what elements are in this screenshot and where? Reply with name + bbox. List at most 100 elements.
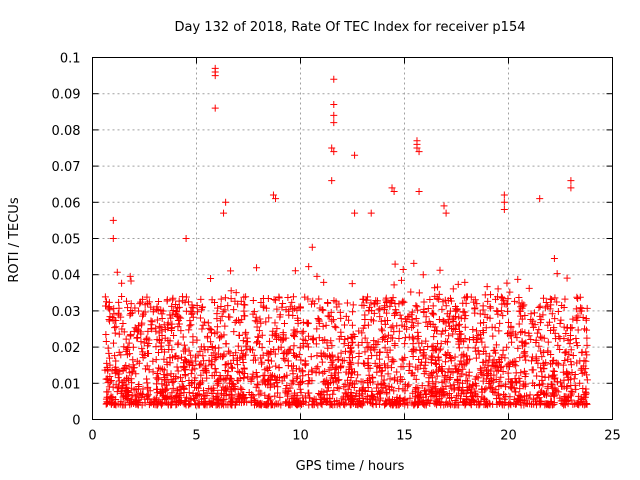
data-point (377, 380, 385, 388)
data-point (541, 304, 549, 312)
data-point (253, 318, 261, 326)
data-point (381, 360, 389, 368)
data-point (201, 366, 209, 374)
data-point (381, 317, 389, 325)
data-point (442, 337, 450, 345)
data-point (237, 384, 245, 392)
data-point (228, 383, 236, 391)
data-point (176, 383, 184, 391)
data-point (172, 307, 180, 315)
data-point (485, 356, 493, 364)
data-point (106, 306, 114, 314)
data-point (535, 342, 543, 350)
data-point (249, 310, 257, 318)
data-point (536, 195, 544, 203)
data-point (415, 389, 423, 397)
data-point (376, 400, 384, 408)
data-point (149, 368, 157, 376)
data-point (194, 399, 202, 407)
data-point (214, 389, 222, 397)
data-point (284, 362, 292, 370)
data-point (382, 397, 390, 405)
data-point (438, 392, 446, 400)
data-point (271, 319, 279, 327)
data-point (477, 366, 485, 374)
data-point (271, 331, 279, 339)
data-point (321, 367, 329, 375)
data-point (420, 298, 428, 306)
data-point (561, 295, 569, 303)
data-point (346, 347, 354, 355)
data-point (169, 398, 177, 406)
data-point (312, 340, 320, 348)
data-point (182, 393, 190, 401)
data-point (130, 400, 138, 408)
data-point (358, 301, 366, 309)
data-point (119, 382, 127, 390)
data-point (449, 285, 457, 293)
data-point (556, 394, 564, 402)
data-point (399, 356, 407, 364)
data-point (442, 302, 450, 310)
data-point (547, 351, 555, 359)
data-point (221, 306, 229, 314)
data-point (398, 321, 406, 329)
data-point (512, 358, 520, 366)
data-point (127, 331, 135, 339)
data-point (395, 327, 403, 335)
data-point (554, 307, 562, 315)
data-point (195, 380, 203, 388)
data-point (191, 374, 199, 382)
data-point (151, 397, 159, 405)
data-point (166, 354, 174, 362)
data-point (197, 295, 205, 303)
data-point (134, 328, 142, 336)
data-point (512, 330, 520, 338)
data-point (475, 350, 483, 358)
data-point (565, 350, 573, 358)
data-point (425, 378, 433, 386)
data-point (120, 328, 128, 336)
data-point (453, 306, 461, 314)
data-point (478, 338, 486, 346)
data-point (547, 326, 555, 334)
data-point (428, 352, 436, 360)
data-point (514, 275, 522, 283)
data-point (520, 367, 528, 375)
data-point (567, 361, 575, 369)
data-point (273, 325, 281, 333)
data-point (273, 400, 281, 408)
data-point (144, 391, 152, 399)
data-point (211, 104, 219, 112)
data-point (548, 296, 556, 304)
data-point (237, 346, 245, 354)
data-point (169, 307, 177, 315)
data-point (363, 296, 371, 304)
y-tick-label: 0.08 (52, 124, 81, 139)
data-point (528, 400, 536, 408)
data-point (464, 356, 472, 364)
data-point (408, 333, 416, 341)
data-point (304, 380, 312, 388)
data-point (373, 368, 381, 376)
data-point (441, 372, 449, 380)
data-point (152, 374, 160, 382)
data-point (401, 334, 409, 342)
data-point (456, 383, 464, 391)
data-point (469, 326, 477, 334)
data-point (305, 401, 313, 409)
data-point (460, 398, 468, 406)
data-point (410, 401, 418, 409)
data-point (455, 344, 463, 352)
data-point (526, 391, 534, 399)
data-point (153, 380, 161, 388)
data-point (281, 356, 289, 364)
data-point (391, 260, 399, 268)
data-point (438, 305, 446, 313)
data-point (538, 334, 546, 342)
data-point (489, 332, 497, 340)
data-point (516, 377, 524, 385)
data-point (326, 313, 334, 321)
data-point (434, 283, 442, 291)
data-point (318, 358, 326, 366)
